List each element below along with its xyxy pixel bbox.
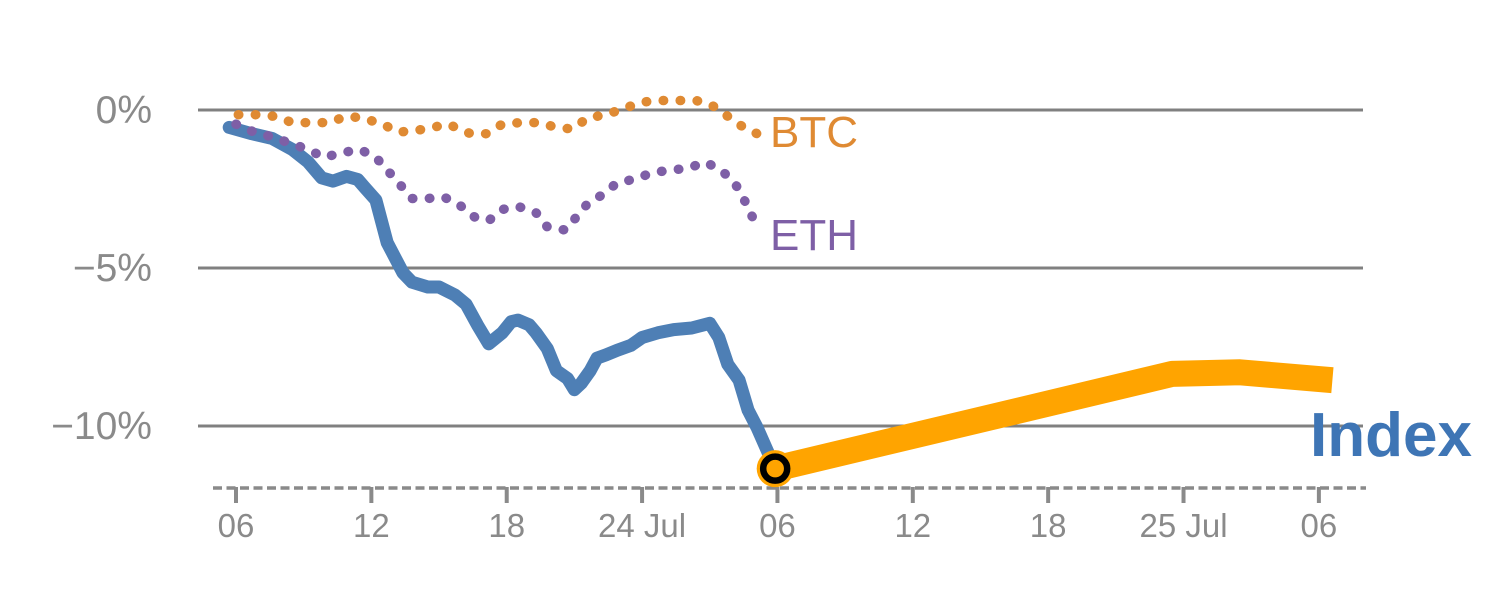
- btc-series-label: BTC: [770, 108, 858, 157]
- index-forecast-line: [772, 359, 1334, 482]
- index-line: [222, 120, 782, 476]
- x-tick-label: 24 Jul: [598, 507, 686, 544]
- y-tick-label-neg5: −5%: [73, 247, 152, 290]
- x-tick-label: 12: [353, 507, 390, 544]
- plot-layer: [198, 95, 1366, 503]
- x-tick-label: 18: [1030, 507, 1067, 544]
- y-tick-label-neg10: −10%: [51, 405, 152, 448]
- x-tick-label: 06: [759, 507, 796, 544]
- x-tick-label: 06: [218, 507, 255, 544]
- x-tick-label: 18: [488, 507, 525, 544]
- x-tick-label: 12: [894, 507, 931, 544]
- x-tick-label: 06: [1301, 507, 1338, 544]
- y-tick-label-0: 0%: [96, 89, 152, 132]
- eth-line: [231, 119, 767, 235]
- index-series-label: Index: [1310, 401, 1472, 470]
- current-point-marker: [759, 453, 791, 484]
- btc-line: [233, 95, 762, 139]
- x-tick-labels: 06 12 18 24 Jul 06 12 18 25 Jul 06: [218, 507, 1338, 544]
- x-tick-label: 25 Jul: [1139, 507, 1227, 544]
- eth-series-label: ETH: [770, 211, 858, 260]
